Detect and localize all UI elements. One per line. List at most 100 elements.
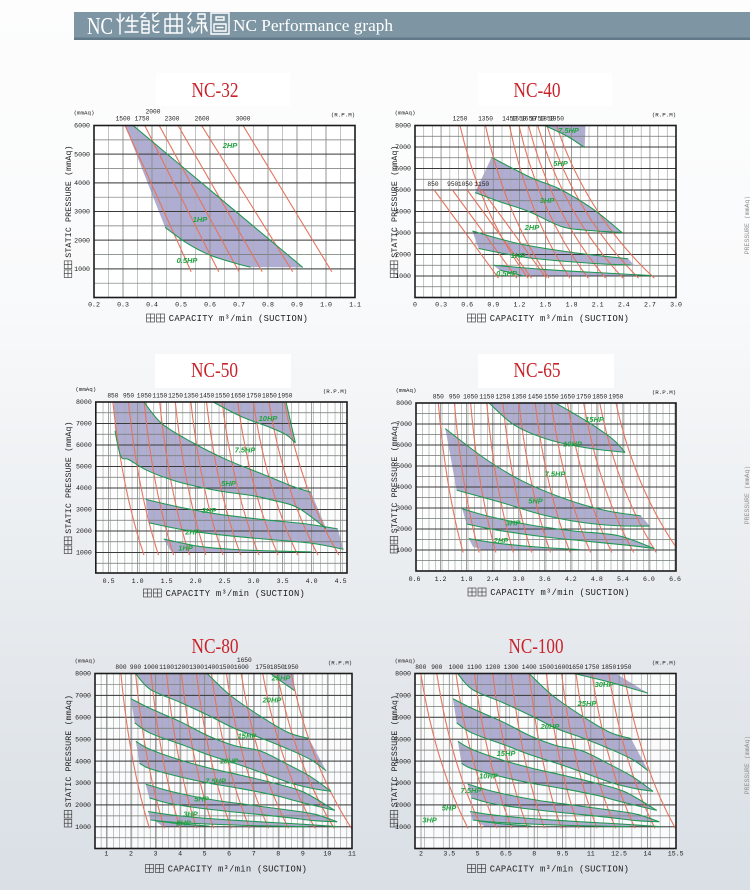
svg-text:8000: 8000 xyxy=(396,400,412,407)
svg-text:1000: 1000 xyxy=(76,550,92,557)
svg-text:STATIC PRESSURE (mmAq): STATIC PRESSURE (mmAq) xyxy=(64,145,74,258)
svg-text:1.8: 1.8 xyxy=(566,302,578,309)
svg-text:1850: 1850 xyxy=(601,664,616,671)
svg-text:25HP: 25HP xyxy=(577,699,598,708)
svg-text:5: 5 xyxy=(203,851,207,858)
svg-text:1000: 1000 xyxy=(396,547,412,554)
svg-text:15HP: 15HP xyxy=(497,749,517,758)
svg-text:1350: 1350 xyxy=(478,116,493,123)
svg-text:(mmAq): (mmAq) xyxy=(395,658,416,665)
svg-text:1850: 1850 xyxy=(540,116,555,123)
svg-text:6000: 6000 xyxy=(396,442,412,449)
svg-text:0.6: 0.6 xyxy=(204,302,216,309)
svg-text:1150: 1150 xyxy=(479,394,494,401)
svg-text:4000: 4000 xyxy=(74,180,90,187)
svg-text:1050: 1050 xyxy=(458,181,473,188)
svg-text:25HP: 25HP xyxy=(271,674,292,683)
svg-text:6000: 6000 xyxy=(395,715,411,722)
svg-text:CAPACITY m³/min (SUCTION): CAPACITY m³/min (SUCTION) xyxy=(490,588,629,598)
svg-text:5HP: 5HP xyxy=(528,497,544,506)
svg-text:0.6: 0.6 xyxy=(409,576,421,583)
svg-text:1750: 1750 xyxy=(530,116,545,123)
svg-text:1750: 1750 xyxy=(255,664,270,671)
svg-text:3.6: 3.6 xyxy=(539,576,551,583)
svg-text:7.5HP: 7.5HP xyxy=(461,786,483,795)
svg-text:1.2: 1.2 xyxy=(435,576,447,583)
svg-text:1.0: 1.0 xyxy=(320,302,332,309)
svg-text:3000: 3000 xyxy=(396,505,412,512)
svg-text:7000: 7000 xyxy=(76,421,92,428)
svg-text:CAPACITY m³/min (SUCTION): CAPACITY m³/min (SUCTION) xyxy=(169,314,308,324)
svg-text:1650: 1650 xyxy=(521,116,536,123)
svg-text:(R.P.M): (R.P.M) xyxy=(331,112,355,119)
svg-text:2600: 2600 xyxy=(195,116,210,123)
svg-text:5000: 5000 xyxy=(395,736,411,743)
svg-text:1250: 1250 xyxy=(168,393,183,400)
svg-text:6: 6 xyxy=(227,851,231,858)
svg-text:6.6: 6.6 xyxy=(669,576,681,583)
svg-text:6000: 6000 xyxy=(76,442,92,449)
svg-text:9.5: 9.5 xyxy=(557,851,569,858)
svg-text:2HP: 2HP xyxy=(175,819,192,828)
svg-text:2000: 2000 xyxy=(75,802,91,809)
svg-text:1HP: 1HP xyxy=(178,544,194,553)
svg-text:0.9: 0.9 xyxy=(487,302,499,309)
svg-text:12.5: 12.5 xyxy=(611,851,627,858)
svg-text:(R.P.M): (R.P.M) xyxy=(652,389,676,396)
svg-text:7000: 7000 xyxy=(395,144,411,151)
svg-text:(mmAq): (mmAq) xyxy=(75,658,96,665)
svg-text:1850: 1850 xyxy=(592,394,607,401)
svg-text:3HP: 3HP xyxy=(506,519,522,528)
svg-text:15HP: 15HP xyxy=(238,732,258,741)
svg-text:7.5HP: 7.5HP xyxy=(545,470,567,479)
svg-text:4.5: 4.5 xyxy=(335,578,347,585)
svg-text:7.5HP: 7.5HP xyxy=(235,446,257,455)
svg-text:0.9: 0.9 xyxy=(291,302,303,309)
svg-text:0.3: 0.3 xyxy=(117,302,129,309)
svg-text:2HP: 2HP xyxy=(493,536,510,545)
svg-text:0.4: 0.4 xyxy=(146,302,158,309)
svg-text:1HP: 1HP xyxy=(511,251,527,260)
svg-text:3000: 3000 xyxy=(74,209,90,216)
svg-text:2HP: 2HP xyxy=(222,141,239,150)
svg-text:4000: 4000 xyxy=(395,209,411,216)
svg-text:3HP: 3HP xyxy=(202,506,218,515)
svg-text:CAPACITY m³/min (SUCTION): CAPACITY m³/min (SUCTION) xyxy=(490,314,629,324)
svg-text:3.5: 3.5 xyxy=(277,578,289,585)
svg-text:2.5: 2.5 xyxy=(219,578,231,585)
svg-text:800: 800 xyxy=(115,664,126,671)
svg-text:1750: 1750 xyxy=(135,116,150,123)
svg-text:1650: 1650 xyxy=(231,393,246,400)
svg-text:6000: 6000 xyxy=(75,715,91,722)
svg-text:2000: 2000 xyxy=(76,528,92,535)
svg-text:850: 850 xyxy=(433,394,444,401)
svg-text:1.2: 1.2 xyxy=(513,302,525,309)
svg-text:2000: 2000 xyxy=(395,802,411,809)
svg-text:(mmAq): (mmAq) xyxy=(75,386,96,393)
svg-text:1500: 1500 xyxy=(116,116,131,123)
svg-text:7: 7 xyxy=(252,851,256,858)
svg-text:4.0: 4.0 xyxy=(306,578,318,585)
svg-text:950: 950 xyxy=(449,394,460,401)
svg-text:850: 850 xyxy=(427,181,438,188)
svg-text:1000: 1000 xyxy=(449,664,464,671)
svg-text:1150: 1150 xyxy=(474,181,489,188)
svg-text:NC-40: NC-40 xyxy=(514,78,561,102)
svg-text:8000: 8000 xyxy=(395,671,411,678)
svg-text:2000: 2000 xyxy=(146,109,161,116)
svg-text:800: 800 xyxy=(415,664,426,671)
svg-text:1850: 1850 xyxy=(262,393,277,400)
svg-text:1550: 1550 xyxy=(215,393,230,400)
svg-text:NC-80: NC-80 xyxy=(192,634,239,658)
svg-text:2.4: 2.4 xyxy=(618,302,630,309)
svg-text:11: 11 xyxy=(348,851,356,858)
svg-text:1100: 1100 xyxy=(467,664,482,671)
svg-text:1: 1 xyxy=(104,851,108,858)
svg-text:1000: 1000 xyxy=(75,824,91,831)
svg-text:1000: 1000 xyxy=(74,266,90,273)
svg-text:1850: 1850 xyxy=(270,664,285,671)
svg-text:CAPACITY m³/min (SUCTION): CAPACITY m³/min (SUCTION) xyxy=(168,865,307,875)
svg-text:0.5: 0.5 xyxy=(175,302,187,309)
svg-text:1.5: 1.5 xyxy=(540,302,552,309)
svg-text:6000: 6000 xyxy=(395,166,411,173)
